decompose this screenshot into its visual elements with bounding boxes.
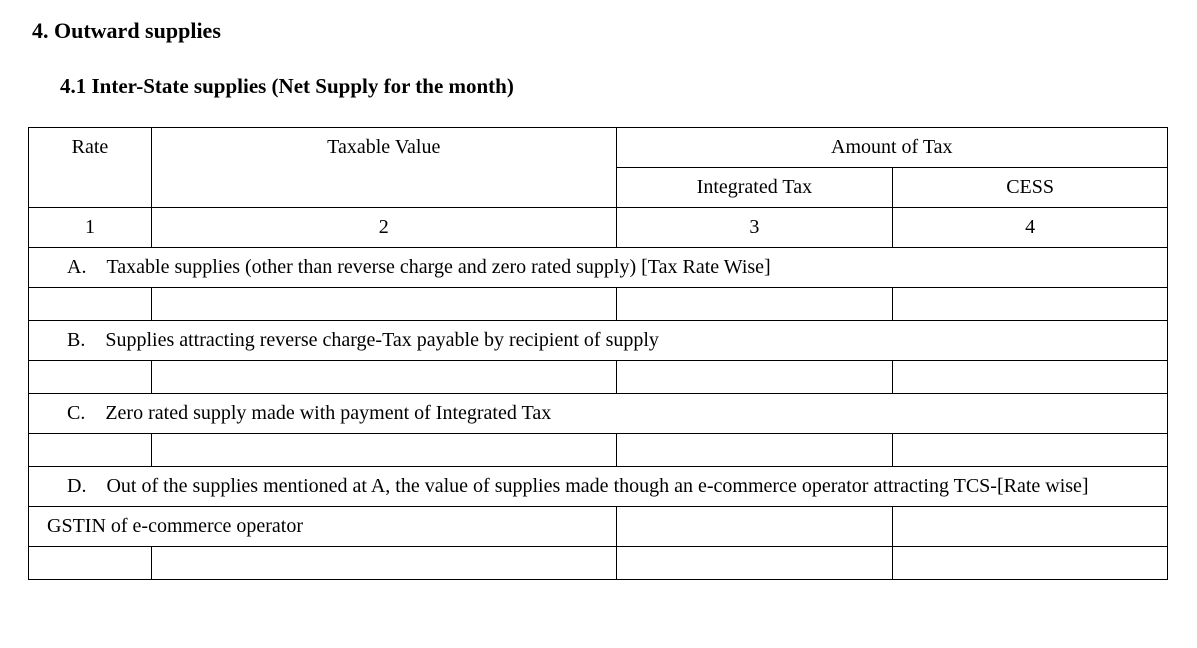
section-heading: 4. Outward supplies [32, 18, 1173, 44]
col-header-amount-of-tax: Amount of Tax [616, 128, 1167, 168]
cell-c-taxable-value [151, 434, 616, 467]
section-d-label: D. Out of the supplies mentioned at A, t… [29, 467, 1168, 507]
cell-b-rate [29, 361, 152, 394]
section-a-label: A. Taxable supplies (other than reverse … [29, 248, 1168, 288]
col-number-4: 4 [893, 208, 1168, 248]
cell-d2-integrated-tax [616, 547, 893, 580]
col-number-2: 2 [151, 208, 616, 248]
cell-d-cess [893, 507, 1168, 547]
section-b-label: B. Supplies attracting reverse charge-Ta… [29, 321, 1168, 361]
cell-b-cess [893, 361, 1168, 394]
cell-a-rate [29, 288, 152, 321]
cell-d2-taxable-value [151, 547, 616, 580]
col-header-taxable-value: Taxable Value [151, 128, 616, 208]
cell-a-taxable-value [151, 288, 616, 321]
col-header-cess: CESS [893, 168, 1168, 208]
cell-c-rate [29, 434, 152, 467]
cell-a-integrated-tax [616, 288, 893, 321]
col-number-3: 3 [616, 208, 893, 248]
cell-d-integrated-tax [616, 507, 893, 547]
cell-c-integrated-tax [616, 434, 893, 467]
section-c-label: C. Zero rated supply made with payment o… [29, 394, 1168, 434]
cell-b-taxable-value [151, 361, 616, 394]
col-number-1: 1 [29, 208, 152, 248]
cell-c-cess [893, 434, 1168, 467]
cell-a-cess [893, 288, 1168, 321]
gstin-label: GSTIN of e-commerce operator [29, 507, 617, 547]
col-header-rate: Rate [29, 128, 152, 208]
cell-d2-cess [893, 547, 1168, 580]
cell-d2-rate [29, 547, 152, 580]
subsection-heading: 4.1 Inter-State supplies (Net Supply for… [60, 74, 1173, 99]
cell-b-integrated-tax [616, 361, 893, 394]
inter-state-supplies-table: Rate Taxable Value Amount of Tax Integra… [28, 127, 1168, 580]
col-header-integrated-tax: Integrated Tax [616, 168, 893, 208]
